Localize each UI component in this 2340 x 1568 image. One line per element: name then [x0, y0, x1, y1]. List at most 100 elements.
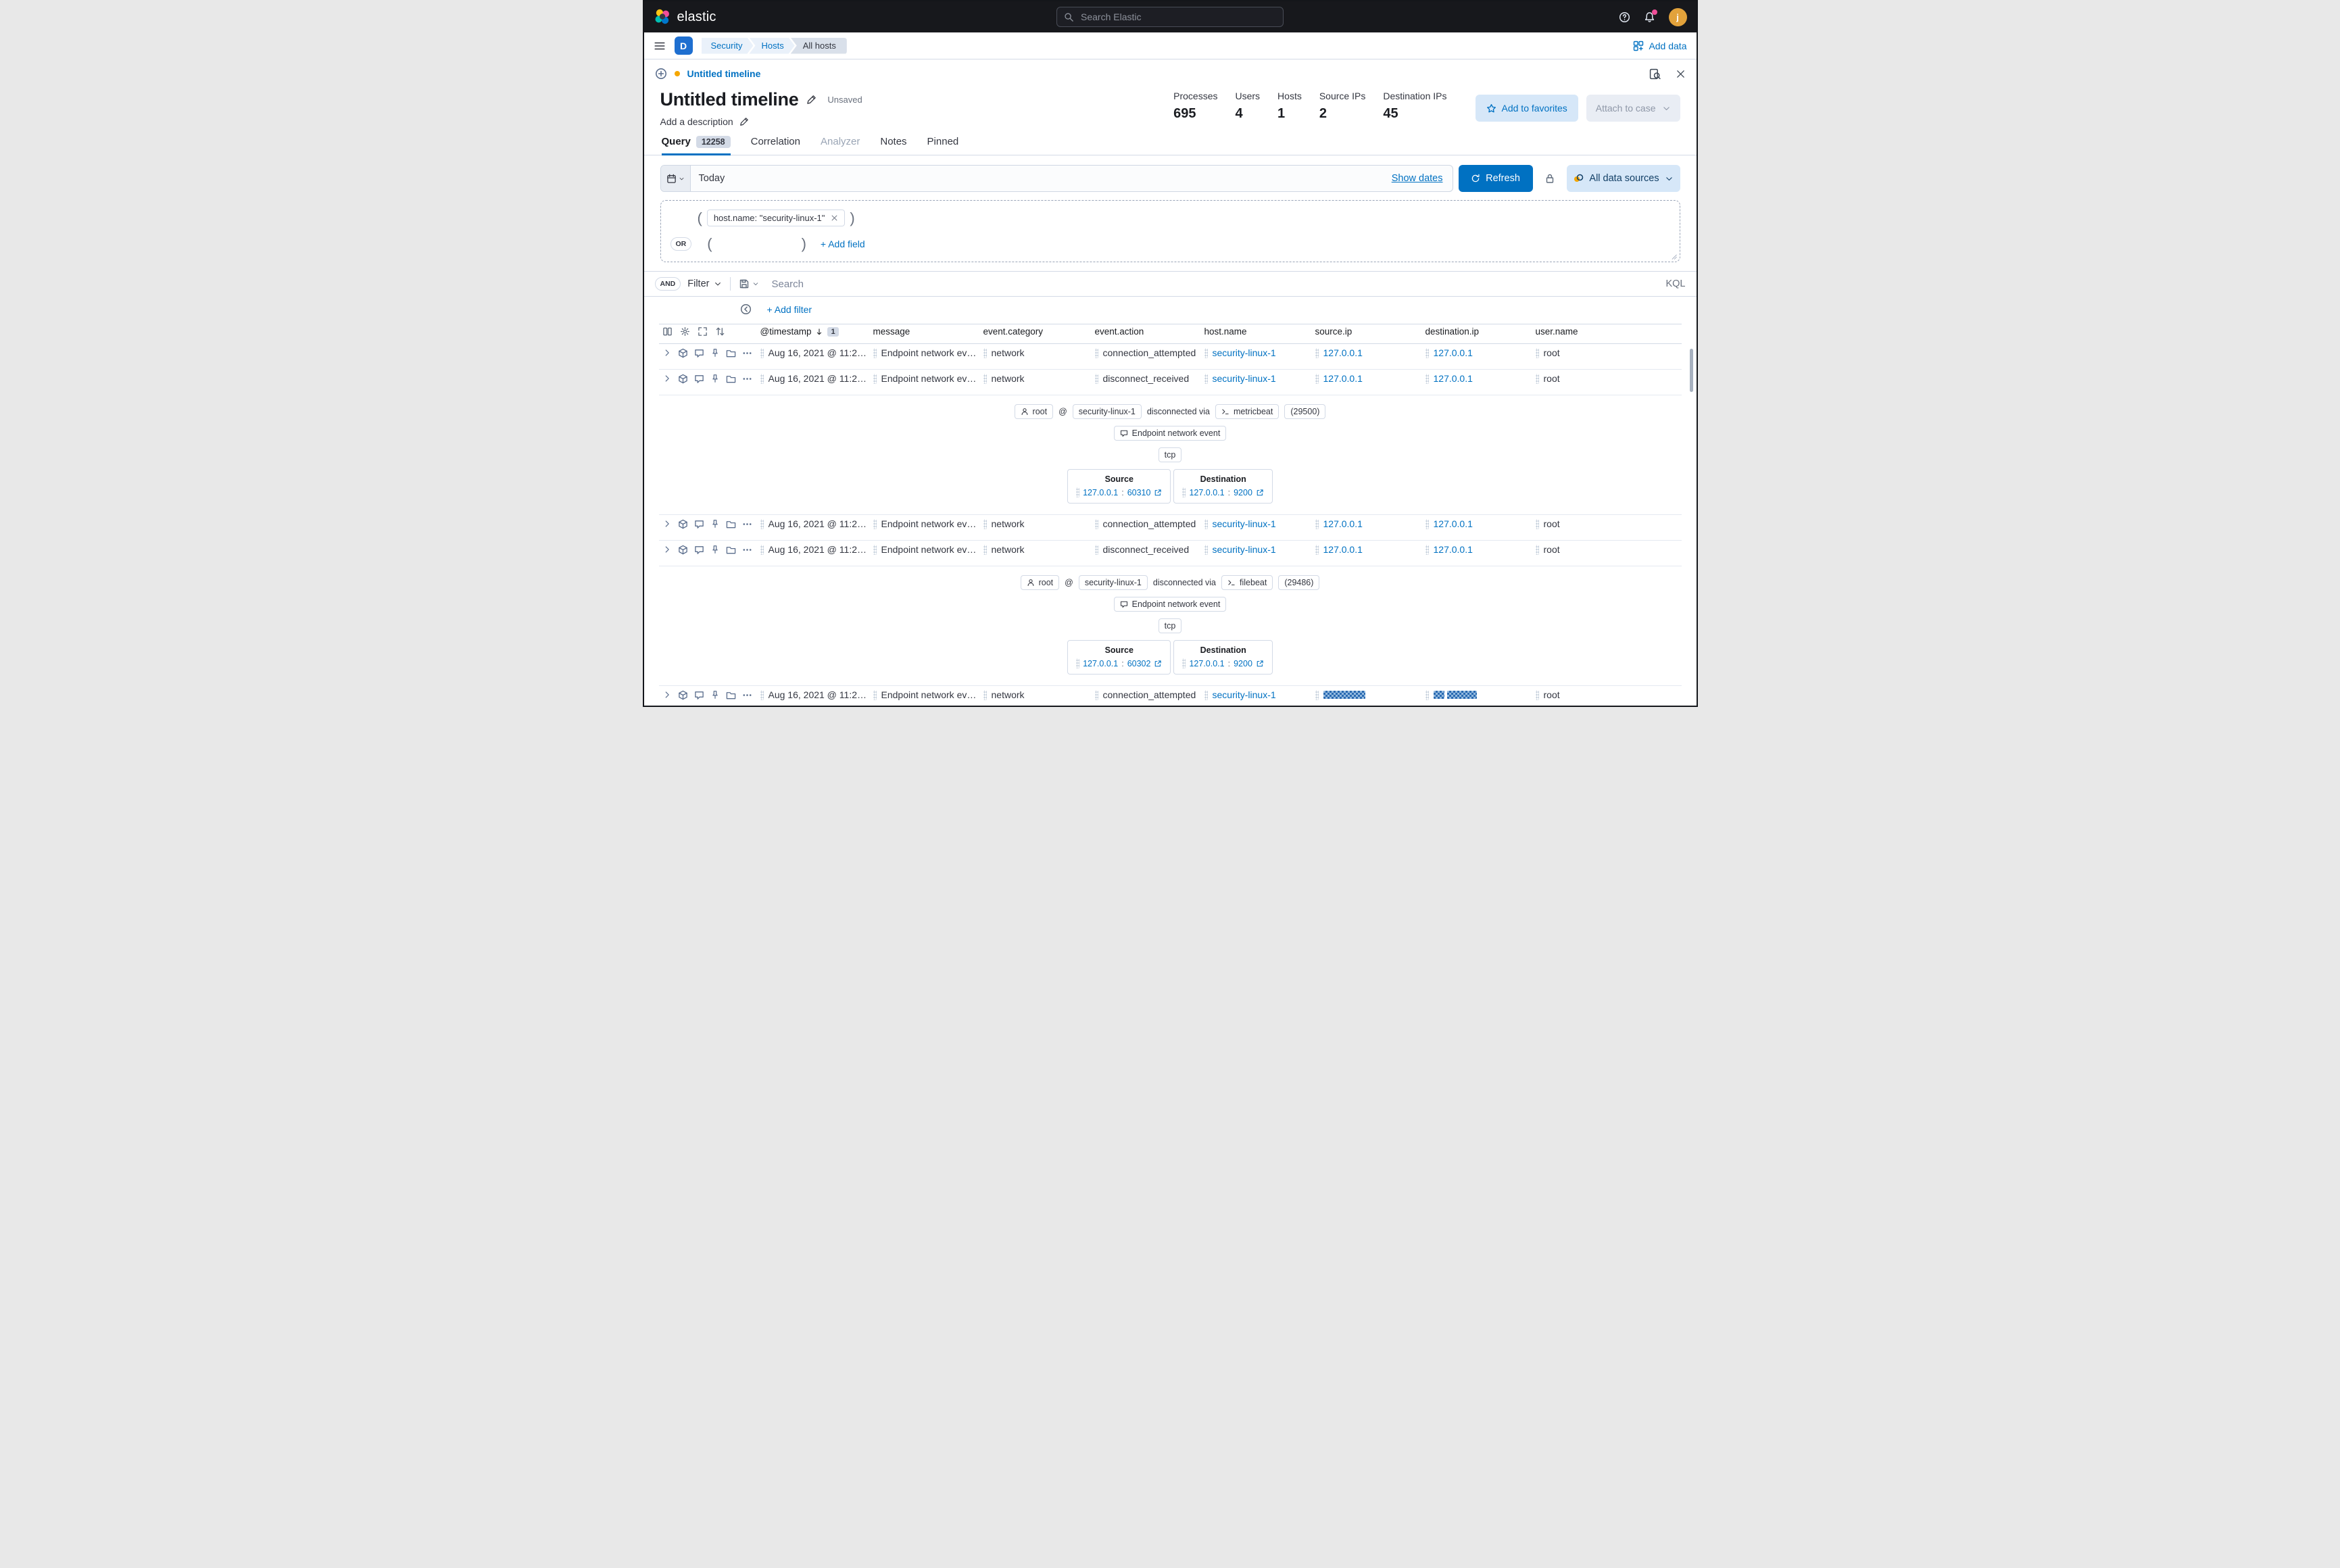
elastic-brand[interactable]: elastic [654, 8, 716, 26]
drag-handle-icon[interactable] [983, 373, 987, 384]
breadcrumb-security[interactable]: Security [702, 38, 754, 54]
drag-handle-icon[interactable] [1094, 544, 1098, 555]
drag-handle-icon[interactable] [1204, 347, 1208, 358]
expand-event-icon[interactable] [662, 519, 672, 529]
timeline-title-link[interactable]: Untitled timeline [687, 68, 761, 79]
more-actions-icon[interactable] [742, 374, 752, 384]
pid-pill[interactable]: (29486) [1278, 575, 1320, 590]
destination-port-link[interactable]: 9200 [1234, 658, 1252, 668]
drag-handle-icon[interactable] [1204, 544, 1208, 555]
add-note-icon[interactable] [694, 690, 704, 700]
analyze-event-icon[interactable] [678, 348, 688, 358]
drag-handle-icon[interactable] [760, 518, 764, 529]
vertical-scrollbar[interactable] [1689, 349, 1693, 392]
gear-icon[interactable] [680, 326, 690, 337]
data-sources-button[interactable]: All data sources [1566, 165, 1680, 192]
drag-handle-icon[interactable] [1425, 518, 1429, 529]
global-search-input[interactable] [1079, 11, 1276, 23]
drag-handle-icon[interactable] [1076, 487, 1080, 497]
drag-handle-icon[interactable] [1425, 373, 1429, 384]
tab-pinned[interactable]: Pinned [927, 136, 959, 147]
drag-handle-icon[interactable] [1535, 544, 1539, 555]
source-port-link[interactable]: 60310 [1127, 487, 1151, 497]
add-to-favorites-button[interactable]: Add to favorites [1475, 95, 1578, 122]
tab-query[interactable]: Query 12258 [661, 128, 731, 155]
drag-handle-icon[interactable] [1094, 689, 1098, 700]
drag-handle-icon[interactable] [1425, 347, 1429, 358]
help-icon[interactable] [1619, 11, 1630, 23]
description-placeholder[interactable]: Add a description [660, 116, 733, 127]
drag-handle-icon[interactable] [873, 347, 877, 358]
host-pill[interactable]: security-linux-1 [1072, 404, 1142, 419]
column-header-event-category[interactable]: event.category [983, 326, 1044, 337]
tab-correlation[interactable]: Correlation [750, 136, 800, 147]
column-header-message[interactable]: message [873, 326, 910, 337]
pin-event-icon[interactable] [710, 545, 720, 554]
drag-handle-icon[interactable] [1315, 544, 1319, 555]
drag-handle-icon[interactable] [873, 689, 877, 700]
drag-handle-icon[interactable] [873, 518, 877, 529]
protocol-pill[interactable]: tcp [1158, 618, 1182, 633]
user-pill[interactable]: root [1014, 404, 1054, 419]
source-port-link[interactable]: 60302 [1127, 658, 1151, 668]
add-note-icon[interactable] [694, 545, 704, 555]
drag-handle-icon[interactable] [983, 544, 987, 555]
column-header-host-name[interactable]: host.name [1204, 326, 1247, 337]
drag-handle-icon[interactable] [1535, 518, 1539, 529]
expand-event-icon[interactable] [662, 545, 672, 554]
destination-ip-link[interactable]: 127.0.0.1 [1189, 487, 1225, 497]
external-link-icon[interactable] [1154, 660, 1162, 668]
external-link-icon[interactable] [1256, 660, 1264, 668]
add-note-icon[interactable] [694, 348, 704, 358]
drag-handle-icon[interactable] [760, 347, 764, 358]
process-pill[interactable]: filebeat [1221, 575, 1273, 590]
analyze-event-icon[interactable] [678, 545, 688, 555]
drag-handle-icon[interactable] [1315, 373, 1319, 384]
drag-handle-icon[interactable] [1315, 518, 1319, 529]
investigate-icon[interactable] [726, 374, 736, 384]
pin-event-icon[interactable] [710, 519, 720, 529]
edit-title-icon[interactable] [806, 95, 816, 105]
drag-handle-icon[interactable] [873, 373, 877, 384]
drag-handle-icon[interactable] [760, 544, 764, 555]
drag-handle-icon[interactable] [983, 689, 987, 700]
investigate-icon[interactable] [726, 690, 736, 700]
show-dates-link[interactable]: Show dates [1391, 173, 1443, 184]
fullscreen-icon[interactable] [698, 326, 708, 337]
add-field-link[interactable]: + Add field [820, 239, 865, 249]
process-pill[interactable]: metricbeat [1215, 404, 1279, 419]
source-ip-link[interactable]: 127.0.0.1 [1083, 658, 1119, 668]
drag-handle-icon[interactable] [1094, 373, 1098, 384]
add-data-button[interactable]: Add data [1633, 41, 1687, 51]
space-avatar[interactable]: D [674, 36, 693, 55]
host-filter-pill[interactable]: host.name: "security-linux-1" [706, 210, 846, 226]
external-link-icon[interactable] [1256, 489, 1264, 497]
notifications-bell-icon[interactable] [1644, 9, 1657, 23]
drag-handle-icon[interactable] [1535, 689, 1539, 700]
event-message-pill[interactable]: Endpoint network event [1113, 426, 1227, 441]
investigate-icon[interactable] [726, 348, 736, 358]
edit-description-icon[interactable] [739, 117, 749, 126]
column-header-source-ip[interactable]: source.ip [1315, 326, 1352, 337]
column-header-destination-ip[interactable]: destination.ip [1425, 326, 1480, 337]
remove-filter-icon[interactable] [831, 214, 838, 222]
sort-fields-icon[interactable] [715, 326, 725, 337]
investigate-icon[interactable] [726, 545, 736, 555]
lock-date-picker-icon[interactable] [1538, 165, 1561, 192]
add-filter-link[interactable]: + Add filter [766, 303, 812, 315]
drag-handle-icon[interactable] [1204, 689, 1208, 700]
external-link-icon[interactable] [1154, 489, 1162, 497]
pid-pill[interactable]: (29500) [1284, 404, 1326, 419]
tab-notes[interactable]: Notes [880, 136, 907, 147]
user-avatar[interactable]: j [1668, 7, 1687, 26]
pin-event-icon[interactable] [710, 690, 720, 700]
field-browser-icon[interactable] [662, 326, 673, 337]
query-builder-toggle-icon[interactable] [740, 303, 752, 315]
column-header-event-action[interactable]: event.action [1094, 326, 1144, 337]
drag-handle-icon[interactable] [1315, 347, 1319, 358]
drag-handle-icon[interactable] [1535, 347, 1539, 358]
drag-handle-icon[interactable] [1182, 487, 1186, 497]
saved-query-menu-icon[interactable] [739, 278, 759, 289]
filter-dropdown[interactable]: Filter [687, 278, 722, 289]
expand-event-icon[interactable] [662, 690, 672, 700]
